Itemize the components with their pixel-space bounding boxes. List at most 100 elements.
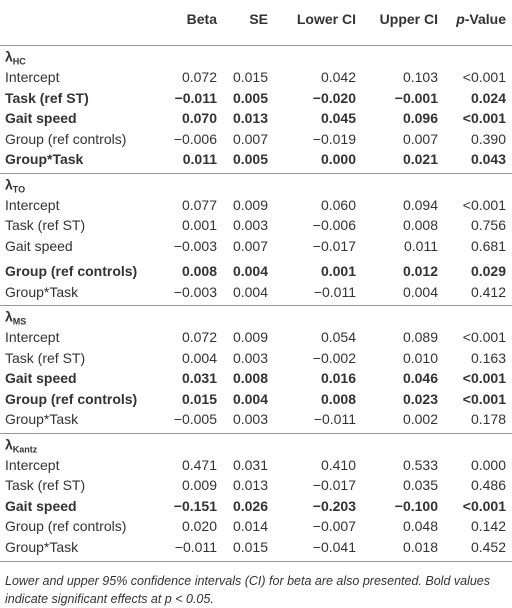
cell-value: 0.013 (232, 110, 268, 127)
rule (0, 172, 512, 174)
cell-value: −0.011 (174, 89, 217, 106)
cell-value: 0.024 (470, 89, 506, 106)
cell-value: 0.007 (232, 237, 268, 254)
row-label: Intercept (5, 196, 60, 213)
cell-value: 0.471 (181, 456, 217, 473)
row-label: Group (ref controls) (5, 518, 127, 535)
cell-value: 0.009 (181, 477, 217, 494)
cell-value: 0.007 (232, 130, 268, 147)
cell-value: 0.094 (402, 196, 438, 213)
section-title: λMS (5, 308, 26, 331)
cell-value: 0.004 (232, 283, 268, 300)
cell-value: −0.151 (173, 497, 217, 514)
cell-value: 0.009 (232, 329, 268, 346)
row-label: Group*Task (5, 283, 79, 300)
cell-value: 0.390 (470, 130, 506, 147)
cell-value: 0.004 (402, 283, 438, 300)
cell-value: −0.007 (312, 518, 356, 535)
cell-value: 0.015 (232, 538, 268, 555)
rule (0, 432, 512, 434)
section-subscript: HC (12, 56, 26, 67)
cell-value: 0.045 (320, 110, 356, 127)
row-label: Gait speed (5, 237, 73, 254)
cell-value: −0.006 (312, 217, 356, 234)
cell-value: 0.001 (181, 217, 217, 234)
cell-value: −0.017 (312, 477, 356, 494)
cell-value: −0.011 (174, 538, 217, 555)
cell-value: −0.003 (173, 237, 217, 254)
cell-value: 0.018 (402, 538, 438, 555)
row-label: Task (ref ST) (5, 217, 86, 234)
cell-value: 0.410 (320, 456, 356, 473)
section-title: λTO (5, 175, 25, 198)
section-subscript: Kantz (12, 444, 38, 454)
section-title: λHC (5, 48, 26, 71)
cell-value: −0.019 (312, 130, 356, 147)
column-header: SE (249, 11, 268, 27)
cell-value: 0.015 (181, 390, 217, 407)
cell-value: 0.533 (402, 456, 438, 473)
cell-value: 0.015 (232, 69, 268, 86)
cell-value: 0.412 (470, 283, 506, 300)
cell-value: 0.043 (470, 151, 506, 168)
row-label: Group (ref controls) (5, 263, 138, 280)
cell-value: <0.001 (462, 370, 506, 387)
section-subscript: MS (12, 316, 27, 327)
cell-value: 0.003 (232, 411, 268, 428)
cell-value: 0.077 (181, 196, 217, 213)
cell-value: 0.012 (402, 263, 438, 280)
column-header: p-Value (456, 10, 506, 28)
cell-value: 0.009 (232, 196, 268, 213)
cell-value: 0.005 (232, 151, 268, 168)
cell-value: 0.014 (232, 518, 268, 535)
cell-value: 0.002 (402, 411, 438, 428)
cell-value: 0.142 (470, 518, 506, 535)
row-label: Group*Task (5, 411, 79, 428)
cell-value: 0.010 (402, 349, 438, 366)
cell-value: 0.163 (470, 349, 506, 366)
cell-value: 0.008 (181, 263, 217, 280)
cell-value: <0.001 (462, 497, 506, 514)
column-header: Upper CI (379, 11, 438, 27)
row-label: Intercept (5, 329, 60, 346)
section-symbol: λ (5, 176, 13, 192)
cell-value: 0.486 (470, 477, 506, 494)
cell-value: −0.006 (173, 130, 217, 147)
cell-value: 0.452 (470, 538, 506, 555)
rule (0, 305, 512, 306)
cell-value: 0.103 (402, 69, 438, 86)
cell-value: −0.100 (394, 497, 438, 514)
row-label: Group (ref controls) (5, 390, 138, 407)
cell-value: 0.026 (232, 497, 268, 514)
row-label: Group (ref controls) (5, 130, 127, 147)
row-label: Task (ref ST) (5, 349, 86, 366)
rule (0, 45, 512, 46)
cell-value: −0.011 (313, 283, 356, 300)
cell-value: −0.020 (312, 89, 356, 106)
cell-value: −0.011 (313, 411, 356, 428)
cell-value: 0.031 (232, 456, 268, 473)
cell-value: 0.089 (402, 329, 438, 346)
section-symbol: λ (5, 436, 13, 452)
section-title: λKantz (5, 435, 37, 458)
row-label: Gait speed (5, 370, 77, 387)
cell-value: −0.001 (394, 89, 438, 106)
cell-value: 0.054 (320, 329, 356, 346)
cell-value: −0.002 (312, 349, 356, 366)
row-label: Intercept (5, 456, 60, 473)
cell-value: 0.013 (232, 477, 268, 494)
cell-value: 0.072 (181, 329, 217, 346)
cell-value: 0.011 (182, 151, 217, 168)
column-header-rest: -Value (464, 11, 506, 27)
rule (0, 561, 512, 562)
cell-value: <0.001 (462, 196, 506, 213)
cell-value: 0.008 (402, 217, 438, 234)
cell-value: <0.001 (462, 69, 506, 86)
cell-value: <0.001 (462, 329, 506, 346)
cell-value: −0.203 (312, 497, 356, 514)
cell-value: 0.003 (232, 217, 268, 234)
cell-value: 0.681 (470, 237, 506, 254)
cell-value: 0.020 (181, 518, 217, 535)
section-symbol: λ (5, 48, 13, 65)
